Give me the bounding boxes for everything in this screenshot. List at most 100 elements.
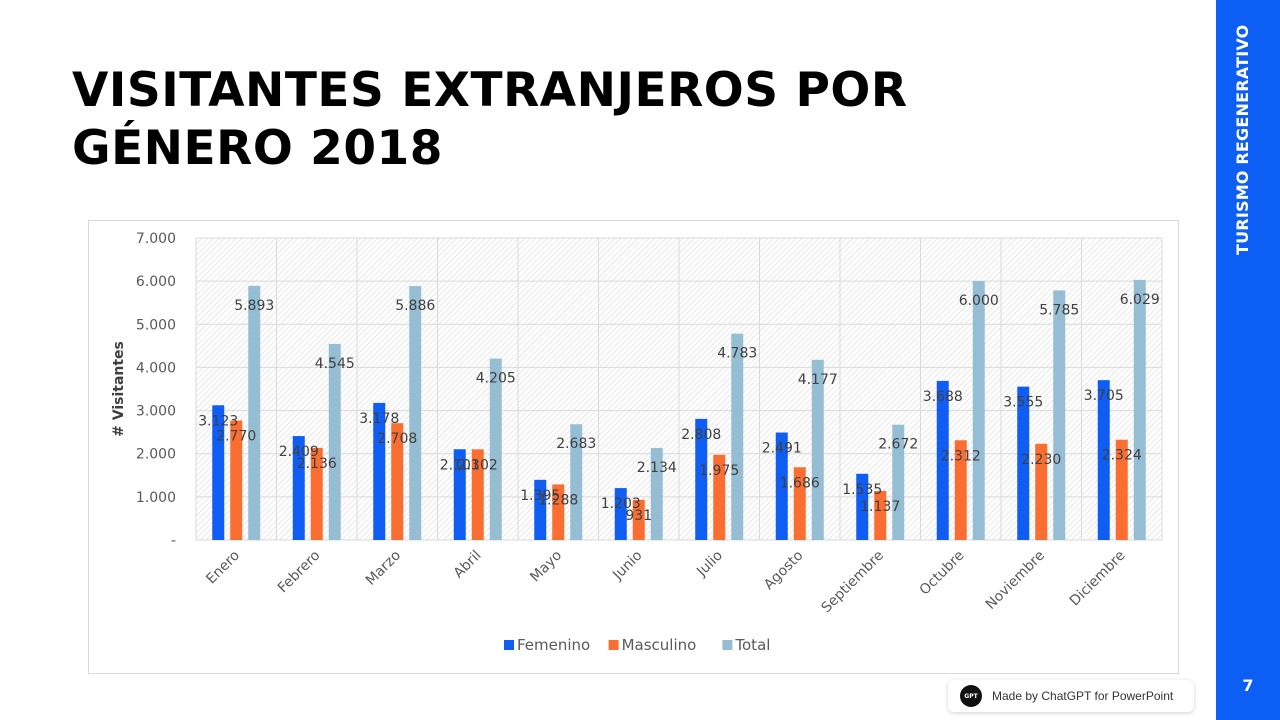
bar-femenino <box>534 479 547 540</box>
bar-total <box>489 358 502 540</box>
bar-masculino <box>1035 443 1048 540</box>
section-label: TURISMO REGENERATIVO <box>1233 24 1252 255</box>
y-tick-label: 4.000 <box>136 360 176 376</box>
x-tick-label: Diciembre <box>1067 548 1129 610</box>
bar-masculino <box>230 420 243 540</box>
chart-container: - 1.000 2.000 3.000 4.000 5.000 6.000 7.000 # V… <box>88 220 1179 674</box>
data-label-masculino: 2.136 <box>297 456 337 472</box>
data-label-total: 5.893 <box>234 298 274 314</box>
bar-total <box>650 447 663 540</box>
bar-masculino <box>954 440 967 540</box>
data-label-total: 6.000 <box>959 293 999 309</box>
y-axis-ticks: - 1.000 2.000 3.000 4.000 5.000 6.000 7.000 <box>136 231 176 549</box>
bar-total <box>892 424 905 540</box>
legend: Femenino Masculino Total <box>504 636 770 654</box>
data-label-masculino: 1.975 <box>699 463 739 479</box>
data-label-femenino: 2.409 <box>279 444 319 460</box>
data-label-masculino: 2.230 <box>1021 452 1061 468</box>
bar-femenino <box>775 432 788 540</box>
y-tick-label: - <box>171 533 176 549</box>
slide-title-line-1: VISITANTES EXTRANJEROS POR <box>72 63 908 118</box>
x-tick-label: Mayo <box>527 548 565 586</box>
legend-swatch-femenino <box>504 640 514 650</box>
x-tick-label: Enero <box>203 548 243 588</box>
side-bar <box>1216 0 1280 720</box>
slide-title-line-2: GÉNERO 2018 <box>72 121 443 176</box>
y-tick-label: 2.000 <box>136 447 176 463</box>
data-label-femenino: 3.555 <box>1003 395 1043 411</box>
bar-masculino <box>632 499 645 540</box>
gridlines <box>195 237 1163 541</box>
data-label-total: 4.205 <box>476 371 516 387</box>
bar-femenino <box>614 488 627 540</box>
bar-total <box>328 343 341 540</box>
data-label-masculino: 2.102 <box>458 457 498 473</box>
data-label-femenino: 2.103 <box>440 457 480 473</box>
data-label-total: 4.177 <box>798 372 838 388</box>
data-label-femenino: 1.535 <box>842 482 882 498</box>
x-tick-label: Febrero <box>275 548 324 597</box>
bar-total <box>570 424 583 540</box>
bar-femenino <box>373 402 386 540</box>
data-label-total: 4.783 <box>717 346 757 362</box>
legend-label-femenino: Femenino <box>517 636 590 654</box>
bar-femenino <box>856 473 869 540</box>
bar-masculino <box>552 484 565 540</box>
bars <box>212 279 1146 540</box>
bar-total <box>1133 279 1146 540</box>
data-label-femenino: 3.178 <box>359 411 399 427</box>
data-label-total: 5.785 <box>1039 302 1079 318</box>
data-label-masculino: 1.288 <box>538 492 578 508</box>
data-label-femenino: 2.491 <box>762 441 802 457</box>
y-tick-label: 7.000 <box>136 231 176 247</box>
x-tick-label: Abril <box>451 548 485 582</box>
data-label-total: 2.134 <box>637 460 677 476</box>
bar-masculino <box>713 454 726 540</box>
bar-masculino <box>310 447 323 540</box>
data-label-masculino: 931 <box>625 508 652 524</box>
data-label-femenino: 3.705 <box>1084 388 1124 404</box>
made-by-badge[interactable]: GPT Made by ChatGPT for PowerPoint <box>948 680 1194 712</box>
data-label-total: 5.886 <box>395 298 435 314</box>
y-tick-label: 5.000 <box>136 317 176 333</box>
bar-femenino <box>1017 386 1030 540</box>
bar-femenino <box>936 380 949 540</box>
page-number: 7 <box>1242 676 1254 695</box>
x-tick-label: Marzo <box>363 548 404 589</box>
bar-total <box>409 286 422 540</box>
data-label-femenino: 1.203 <box>601 496 641 512</box>
bar-masculino <box>391 423 404 540</box>
bar-total <box>731 333 744 540</box>
data-label-masculino: 1.686 <box>780 475 820 491</box>
legend-label-masculino: Masculino <box>622 636 697 654</box>
bar-total <box>972 281 985 540</box>
data-label-masculino: 2.312 <box>941 448 981 464</box>
data-label-total: 4.545 <box>315 356 355 372</box>
y-tick-label: 1.000 <box>136 490 176 506</box>
bar-total <box>248 285 261 540</box>
legend-swatch-total <box>722 640 733 650</box>
bar-masculino <box>1115 439 1128 540</box>
data-label-femenino: 2.808 <box>681 427 721 443</box>
data-label-femenino: 1.395 <box>520 488 560 504</box>
bar-masculino <box>471 449 484 540</box>
badge-text: Made by ChatGPT for PowerPoint <box>992 689 1174 703</box>
data-label-femenino: 3.123 <box>198 413 238 429</box>
x-tick-label: Septiembre <box>819 548 888 617</box>
bar-femenino <box>453 449 466 540</box>
bar-total <box>1053 290 1066 540</box>
data-label-masculino: 1.137 <box>860 499 900 515</box>
x-tick-label: Junio <box>609 548 645 584</box>
data-label-masculino: 2.770 <box>216 428 256 444</box>
bar-masculino <box>793 467 806 540</box>
legend-label-total: Total <box>734 636 770 654</box>
bar-masculino <box>874 490 887 540</box>
data-label-total: 2.683 <box>556 436 596 452</box>
gpt-logo-icon: GPT <box>960 685 982 707</box>
data-label-femenino: 3.688 <box>923 389 963 405</box>
x-tick-label: Noviembre <box>983 548 1048 613</box>
slide-title: VISITANTES EXTRANJEROS POR GÉNERO 2018 <box>72 62 1072 178</box>
x-tick-label: Octubre <box>917 548 968 599</box>
x-tick-label: Agosto <box>761 548 807 594</box>
